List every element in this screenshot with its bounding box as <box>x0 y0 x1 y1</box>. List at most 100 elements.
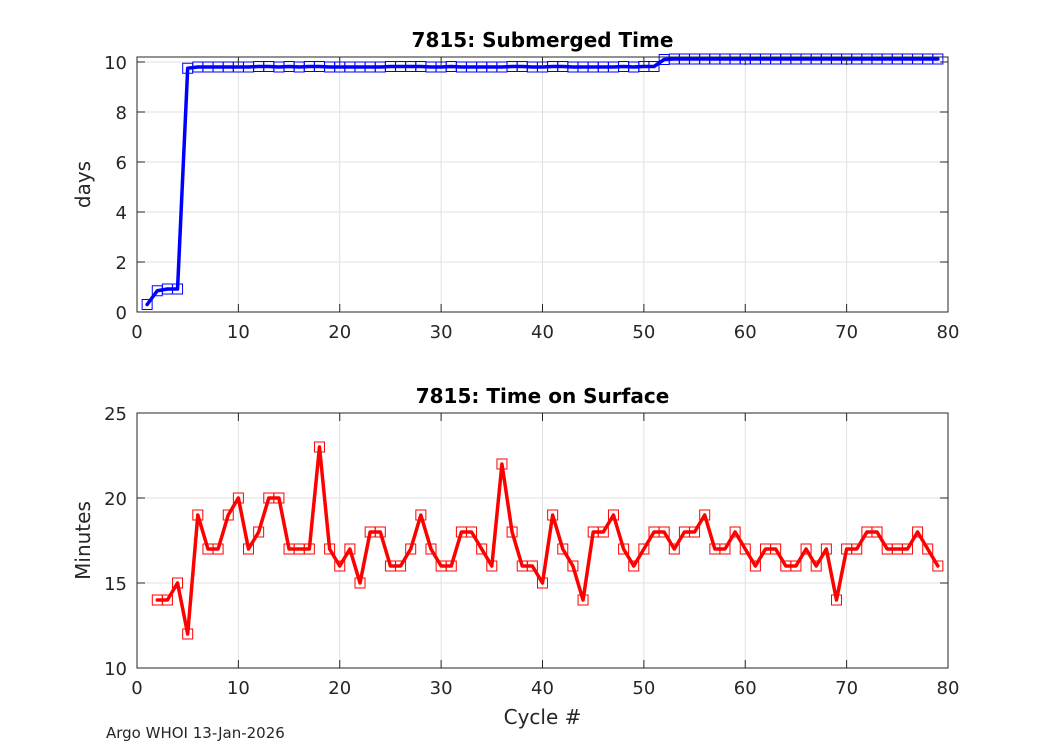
surface-data-point <box>222 509 234 521</box>
surface-data-point <box>810 560 822 572</box>
surface-data-point <box>729 526 741 538</box>
surface-data-point <box>212 543 224 555</box>
surface-data-point <box>182 628 194 640</box>
surface-data-point <box>739 543 751 555</box>
surface-data-point <box>313 441 325 453</box>
surface-data-point <box>172 577 184 589</box>
surface-data-point <box>567 560 579 572</box>
surface-data-point <box>303 543 315 555</box>
surface-data-point <box>334 560 346 572</box>
surface-data-point <box>425 543 437 555</box>
surface-x-tick-label: 50 <box>632 678 655 699</box>
surface-data-point <box>830 594 842 606</box>
surface-data-point <box>243 543 255 555</box>
surface-data-point <box>901 543 913 555</box>
surface-x-tick-label: 80 <box>937 678 960 699</box>
submerged-y-tick-label: 10 <box>104 53 127 74</box>
surface-y-axis-label: Minutes <box>71 501 95 580</box>
surface-data-point <box>922 543 934 555</box>
submerged-data-point <box>648 61 660 72</box>
submerged-x-tick-label: 10 <box>227 322 250 343</box>
surface-y-tick-label: 15 <box>104 574 127 595</box>
surface-data-point <box>344 543 356 555</box>
surface-data-point <box>415 509 427 521</box>
submerged-x-tick-label: 60 <box>734 322 757 343</box>
surface-data-point <box>496 458 508 470</box>
submerged-y-tick-label: 2 <box>116 253 127 274</box>
surface-data-point <box>374 526 386 538</box>
surface-data-point <box>354 577 366 589</box>
surface-data-point <box>405 543 417 555</box>
surface-data-point <box>597 526 609 538</box>
submerged-x-tick-label: 0 <box>131 322 142 343</box>
surface-data-point <box>658 526 670 538</box>
surface-data-point <box>526 560 538 572</box>
surface-data-point <box>628 560 640 572</box>
submerged-x-tick-label: 20 <box>328 322 351 343</box>
surface-x-tick-label: 0 <box>131 678 142 699</box>
surface-data-point <box>445 560 457 572</box>
surface-x-axis-label: Cycle # <box>504 705 582 729</box>
surface-y-tick-label: 20 <box>104 489 127 510</box>
submerged-x-tick-label: 40 <box>531 322 554 343</box>
surface-data-point <box>537 577 548 589</box>
surface-data-point <box>607 509 619 521</box>
submerged-y-axis-label: days <box>71 161 95 208</box>
surface-title: 7815: Time on Surface <box>416 384 670 408</box>
surface-data-point <box>820 543 832 555</box>
surface-x-tick-label: 40 <box>531 678 554 699</box>
surface-data-point <box>668 543 680 555</box>
surface-data-point <box>557 543 569 555</box>
submerged-data-point <box>141 299 153 310</box>
surface-data-point <box>749 560 761 572</box>
surface-x-tick-label: 60 <box>734 678 757 699</box>
submerged-x-tick-label: 70 <box>835 322 858 343</box>
surface-x-tick-label: 10 <box>227 678 250 699</box>
surface-y-tick-label: 25 <box>104 404 127 425</box>
surface-y-tick-label: 10 <box>104 659 127 680</box>
submerged-x-tick-label: 50 <box>632 322 655 343</box>
surface-data-point <box>486 560 498 572</box>
surface-series-line <box>155 445 940 636</box>
surface-data-point <box>395 560 407 572</box>
submerged-y-tick-label: 6 <box>116 153 127 174</box>
surface-data-point <box>932 560 944 572</box>
submerged-chart: 0 10 20 30 40 50 60 70 80 0 2 4 6 8 10 7815: Submerged … <box>71 28 959 343</box>
surface-data-point <box>851 543 863 555</box>
surface-data-point <box>466 526 478 538</box>
submerged-x-tick-label: 30 <box>430 322 453 343</box>
surface-x-tick-label: 20 <box>328 678 351 699</box>
surface-data-point <box>638 543 650 555</box>
surface-data-point <box>192 509 204 521</box>
surface-data-point <box>273 492 285 504</box>
surface-x-tick-label: 70 <box>835 678 858 699</box>
surface-data-point <box>800 543 812 555</box>
submerged-data-point <box>172 283 184 295</box>
surface-x-tick-label: 30 <box>430 678 453 699</box>
submerged-data-point <box>932 53 944 65</box>
surface-data-point <box>871 526 883 538</box>
surface-data-point <box>161 594 173 606</box>
surface-data-point <box>770 543 782 555</box>
surface-data-point <box>699 509 711 521</box>
submerged-y-tick-label: 0 <box>116 303 127 324</box>
surface-data-point <box>547 509 559 521</box>
surface-data-point <box>719 543 731 555</box>
surface-data-point <box>618 543 630 555</box>
surface-data-point <box>912 526 924 538</box>
footer-text: Argo WHOI 13-Jan-2026 <box>106 724 285 742</box>
submerged-y-tick-label: 4 <box>116 203 127 224</box>
submerged-series-line <box>145 57 940 307</box>
surface-data-point <box>232 492 244 504</box>
surface-data-point <box>324 543 336 555</box>
surface-data-point <box>253 526 265 538</box>
surface-data-point <box>790 560 802 572</box>
submerged-y-tick-label: 8 <box>116 103 127 124</box>
surface-data-point <box>476 543 488 555</box>
submerged-x-tick-label: 80 <box>937 322 960 343</box>
submerged-title: 7815: Submerged Time <box>412 28 674 52</box>
surface-data-point <box>689 526 701 538</box>
surface-data-point <box>506 526 518 538</box>
